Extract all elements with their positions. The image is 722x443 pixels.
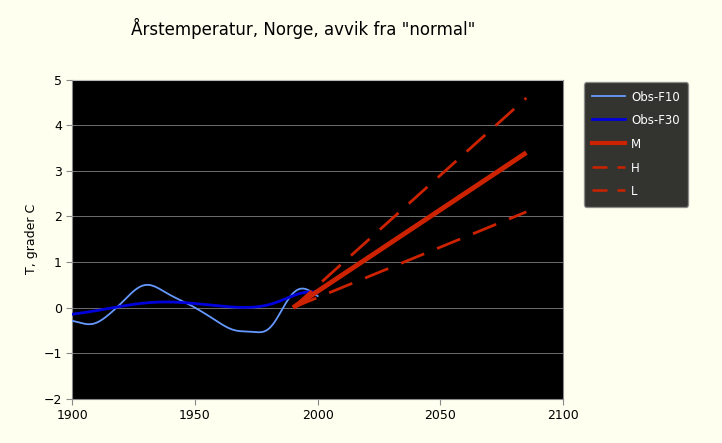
Text: Årstemperatur, Norge, avvik fra "normal": Årstemperatur, Norge, avvik fra "normal" — [131, 18, 475, 39]
Y-axis label: T, grader C: T, grader C — [25, 204, 38, 274]
Legend: Obs-F10, Obs-F30, M, H, L: Obs-F10, Obs-F30, M, H, L — [584, 82, 688, 206]
